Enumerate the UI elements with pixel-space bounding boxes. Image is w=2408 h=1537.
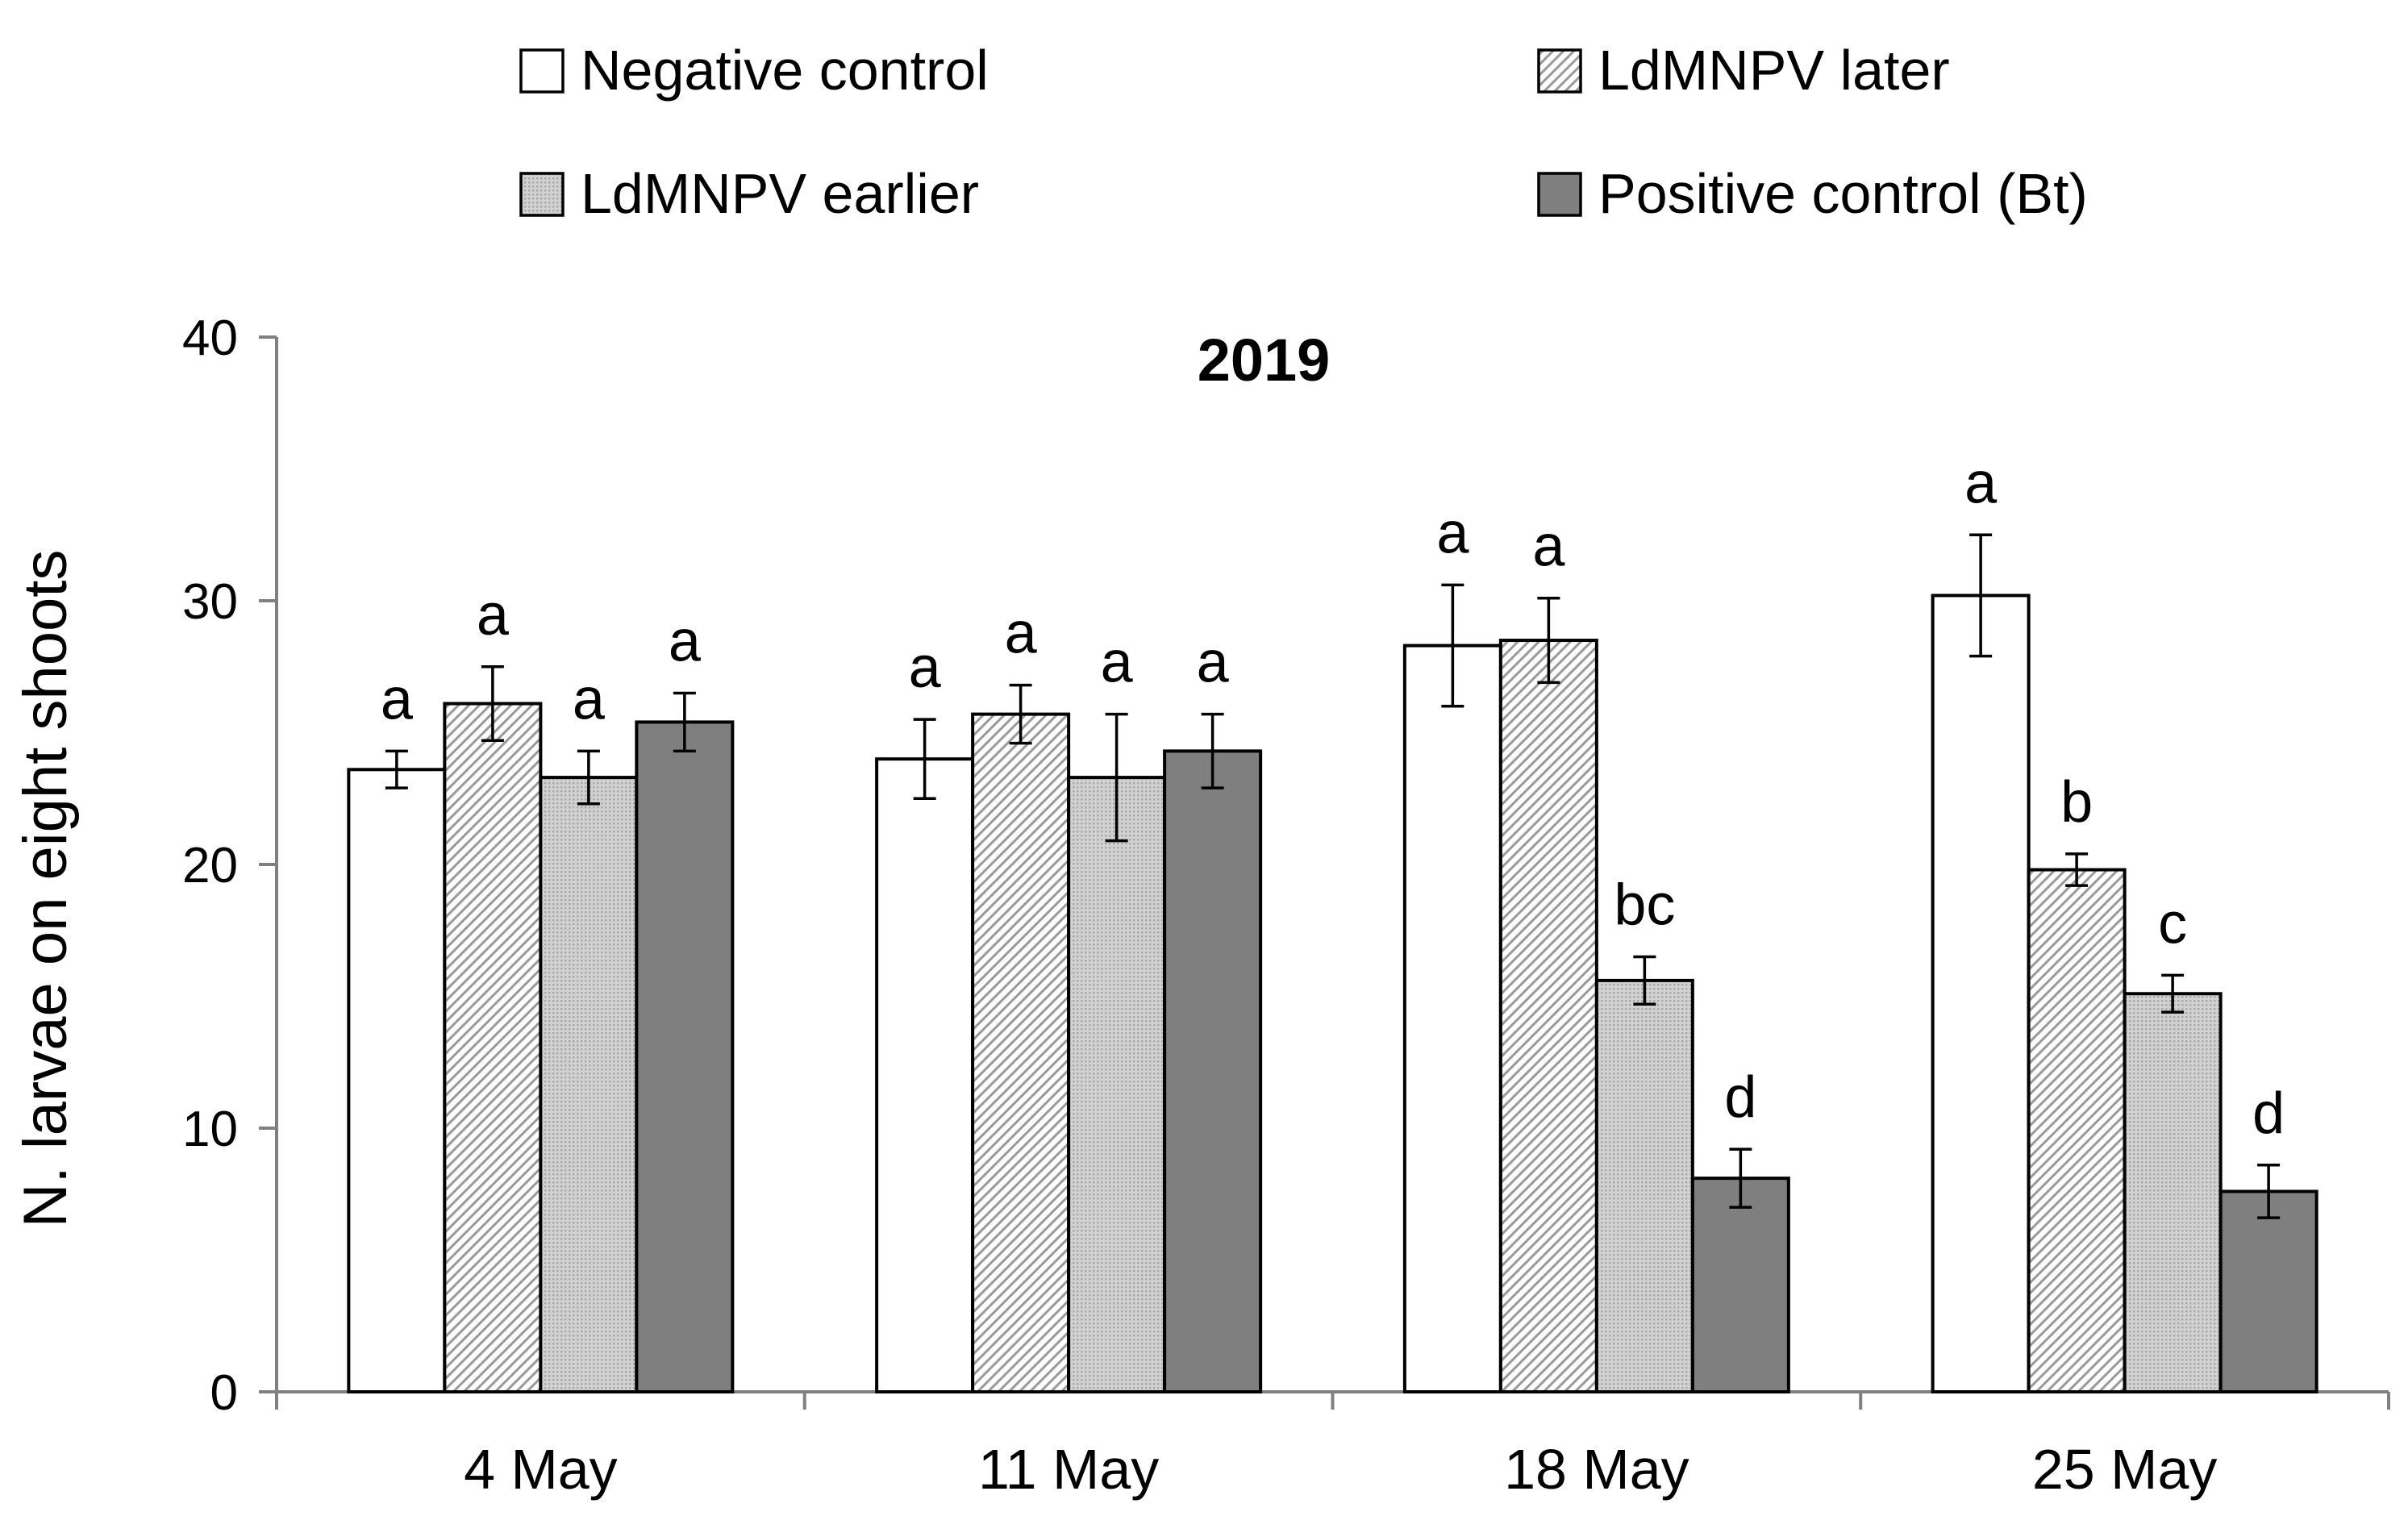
bar — [875, 757, 975, 1393]
x-tick-label: 11 May — [978, 1438, 1159, 1501]
significance-letter: a — [1532, 514, 1565, 579]
legend-swatch — [519, 172, 565, 217]
bar — [539, 776, 639, 1393]
bar — [1163, 749, 1263, 1393]
x-tick-label: 18 May — [1504, 1438, 1689, 1501]
significance-letter: d — [1724, 1065, 1756, 1130]
legend-label: LdMNPV later — [1598, 39, 1950, 102]
bar — [1067, 776, 1167, 1393]
x-tick-label: 25 May — [2032, 1438, 2218, 1501]
significance-letter: bc — [1614, 873, 1675, 937]
bar — [971, 712, 1071, 1393]
x-tick-label: 4 May — [464, 1438, 618, 1501]
significance-letter: a — [1005, 602, 1038, 666]
y-tick-label: 30 — [182, 574, 238, 630]
significance-letter: a — [1101, 631, 1134, 695]
bar — [347, 768, 447, 1393]
bar — [635, 720, 735, 1393]
significance-letter: d — [2252, 1081, 2285, 1146]
legend-swatch — [519, 48, 565, 94]
bar — [2123, 992, 2223, 1393]
significance-letter: a — [1197, 631, 1230, 695]
legend-swatch — [1537, 172, 1582, 217]
y-axis-title: N. larvae on eight shoots — [11, 550, 80, 1228]
significance-letter: a — [669, 609, 702, 673]
significance-letter: a — [381, 667, 414, 731]
bar — [1931, 594, 2031, 1393]
chart-title: 2019 — [1198, 327, 1331, 394]
y-tick-label: 20 — [182, 838, 238, 893]
bar — [2027, 868, 2127, 1394]
legend-label: Positive control (Bt) — [1598, 162, 2088, 225]
legend-swatch — [1537, 48, 1582, 94]
y-tick-label: 0 — [210, 1365, 238, 1421]
bar — [1498, 639, 1598, 1393]
significance-letter: a — [477, 583, 510, 648]
bar — [2218, 1189, 2318, 1393]
significance-letter: a — [1436, 501, 1469, 565]
significance-letter: c — [2158, 891, 2187, 956]
y-tick-label: 10 — [182, 1102, 238, 1157]
legend-label: Negative control — [581, 39, 989, 102]
bar — [1690, 1177, 1790, 1393]
y-tick-label: 40 — [182, 310, 238, 366]
significance-letter: a — [573, 667, 606, 731]
legend-label: LdMNPV earlier — [581, 162, 979, 225]
significance-letter: a — [1964, 451, 1998, 515]
bar — [1594, 978, 1694, 1393]
significance-letter: b — [2060, 770, 2093, 835]
significance-letter: a — [909, 635, 942, 700]
bar — [1402, 644, 1502, 1393]
bar — [443, 702, 543, 1393]
